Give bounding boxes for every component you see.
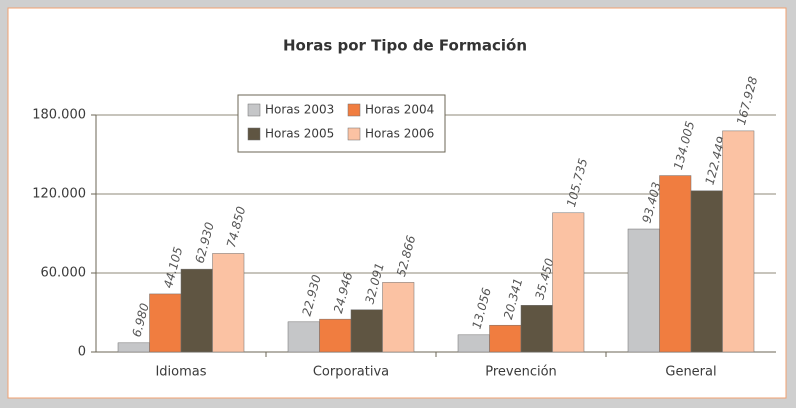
- legend-swatch: [347, 103, 361, 117]
- bar: [149, 293, 182, 353]
- y-tick-label: 180.000: [32, 108, 86, 123]
- y-tick-label: 60.000: [41, 266, 87, 281]
- bar: [722, 130, 755, 353]
- chart-title: Horas por Tipo de Formación: [283, 37, 527, 55]
- x-tick-label: Idiomas: [155, 365, 206, 380]
- bar: [382, 282, 415, 353]
- y-tick-label: 120.000: [32, 187, 86, 202]
- bar: [489, 324, 522, 353]
- bar: [690, 190, 723, 353]
- bar: [350, 309, 383, 353]
- bar: [117, 342, 150, 353]
- x-tick-label: General: [665, 365, 716, 380]
- bar: [552, 212, 585, 353]
- legend-label: Horas 2004: [365, 103, 434, 117]
- bar: [659, 175, 692, 353]
- y-tick-label: 0: [78, 345, 86, 360]
- legend-label: Horas 2003: [265, 103, 334, 117]
- legend-swatch: [247, 103, 261, 117]
- legend-label: Horas 2006: [365, 127, 434, 141]
- legend-label: Horas 2005: [265, 127, 334, 141]
- x-tick-label: Corporativa: [313, 365, 389, 380]
- bar: [520, 305, 553, 353]
- bar: [287, 321, 320, 353]
- bar: [319, 318, 352, 353]
- bar: [180, 268, 213, 353]
- legend-box: [237, 94, 446, 153]
- bar: [212, 253, 245, 353]
- bar: [457, 334, 490, 353]
- legend-swatch: [247, 127, 261, 141]
- x-tick-label: Prevención: [485, 365, 557, 380]
- bar: [627, 228, 660, 353]
- legend-swatch: [347, 127, 361, 141]
